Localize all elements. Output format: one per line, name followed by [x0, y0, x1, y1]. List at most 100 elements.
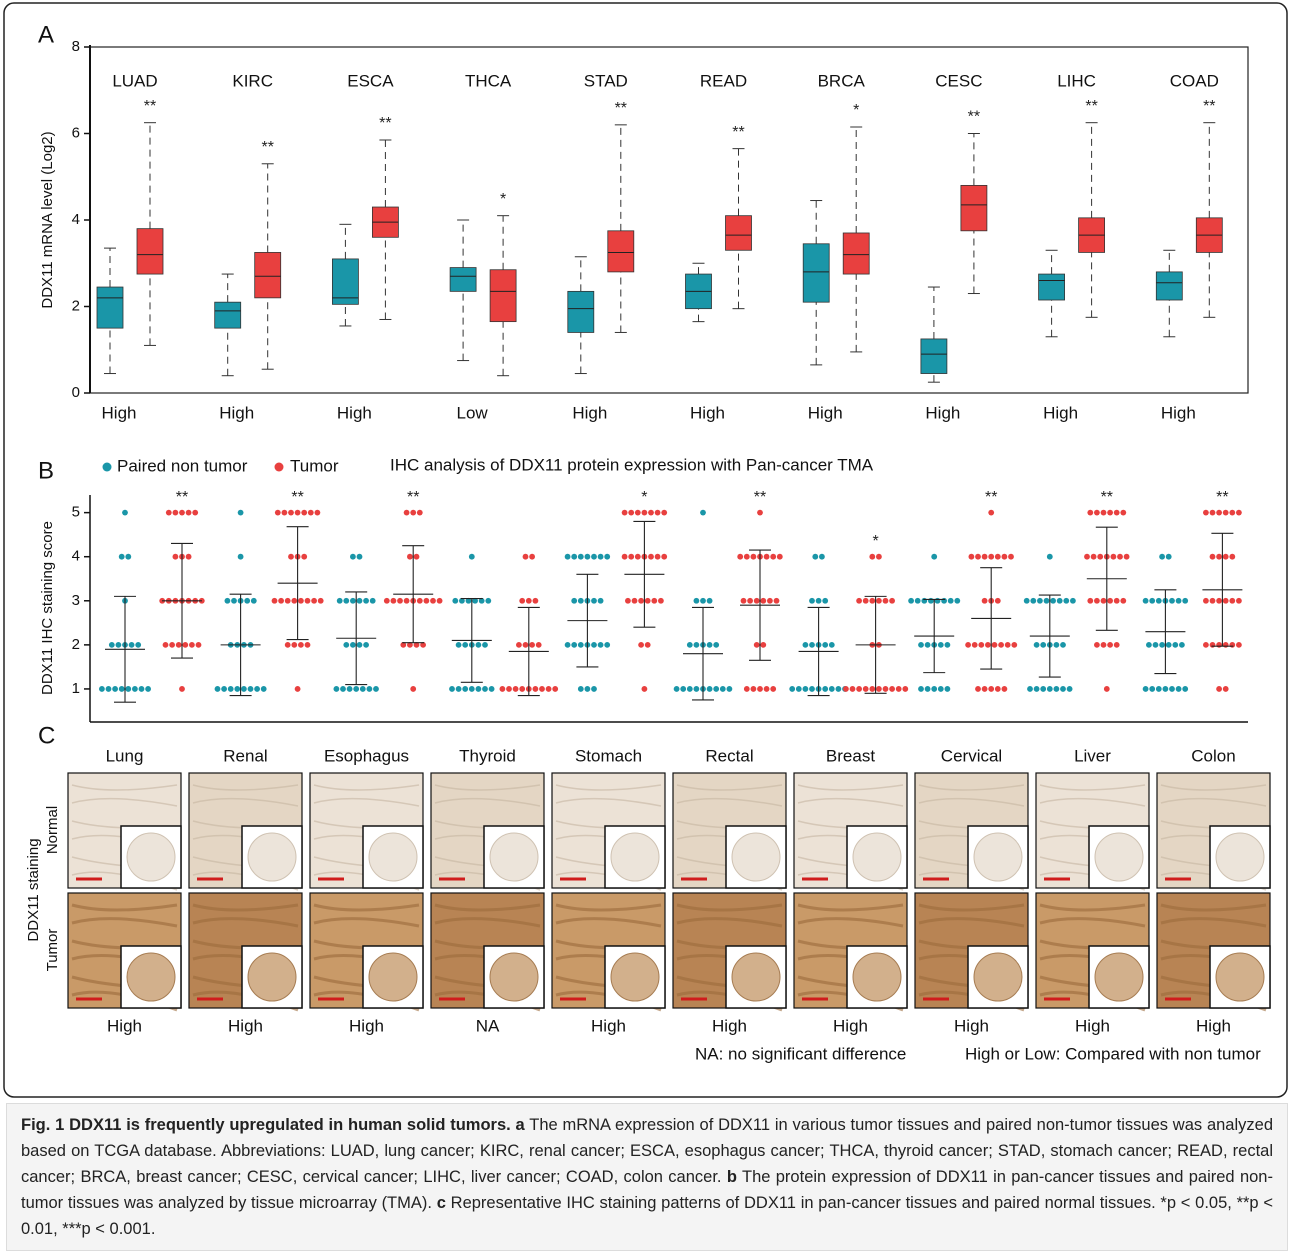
- dot: [754, 642, 760, 648]
- dot: [189, 642, 195, 648]
- dot: [318, 598, 324, 604]
- dot: [585, 554, 591, 560]
- dot: [622, 554, 628, 560]
- dot: [648, 554, 654, 560]
- dot: [770, 554, 776, 560]
- dot: [883, 686, 889, 692]
- dot: [604, 554, 610, 560]
- dot: [533, 598, 539, 604]
- dot: [112, 686, 118, 692]
- chart-title: IHC analysis of DDX11 protein expression…: [390, 455, 874, 474]
- box: [450, 268, 476, 292]
- dot: [651, 598, 657, 604]
- panel-letter: A: [38, 21, 54, 48]
- dot: [1166, 642, 1172, 648]
- dot: [1229, 554, 1235, 560]
- change-label: High: [572, 403, 607, 422]
- dot: [747, 598, 753, 604]
- dot: [1210, 598, 1216, 604]
- caption-title: Fig. 1 DDX11 is frequently upregulated i…: [21, 1116, 511, 1134]
- dot: [661, 510, 667, 516]
- dot: [642, 510, 648, 516]
- dot: [367, 686, 373, 692]
- dot: [337, 598, 343, 604]
- column-label: Renal: [223, 746, 267, 765]
- dot: [571, 642, 577, 648]
- significance: **: [732, 124, 744, 141]
- box: [803, 244, 829, 302]
- dot: [282, 510, 288, 516]
- dot: [1159, 642, 1165, 648]
- dot: [1203, 510, 1209, 516]
- dot: [469, 554, 475, 560]
- dot: [578, 686, 584, 692]
- dot: [803, 642, 809, 648]
- dot: [523, 642, 529, 648]
- dot: [1156, 686, 1162, 692]
- dot: [856, 598, 862, 604]
- dot: [410, 686, 416, 692]
- dot: [1210, 642, 1216, 648]
- dot: [350, 598, 356, 604]
- dot: [353, 686, 359, 692]
- box: [921, 339, 947, 374]
- dot: [456, 686, 462, 692]
- dot: [231, 598, 237, 604]
- figure: A B C DDX11 mRNA level (Log2) DDX11 IHC …: [0, 0, 1292, 1100]
- dot: [1210, 510, 1216, 516]
- tma-core: [248, 833, 296, 881]
- dot: [995, 598, 1001, 604]
- dot: [529, 642, 535, 648]
- dot: [254, 686, 260, 692]
- dot: [694, 686, 700, 692]
- dot: [135, 642, 141, 648]
- dot: [1169, 598, 1175, 604]
- change-label: High: [690, 403, 725, 422]
- tma-core: [127, 833, 175, 881]
- legend-marker: [103, 463, 112, 472]
- dot: [357, 554, 363, 560]
- page: {"chart_data": [ {"type": "box", "panel"…: [0, 0, 1292, 1223]
- tma-core: [853, 953, 901, 1001]
- dot: [476, 686, 482, 692]
- dot: [925, 686, 931, 692]
- dot: [876, 554, 882, 560]
- dot: [1120, 598, 1126, 604]
- dot: [655, 554, 661, 560]
- significance: **: [1101, 489, 1113, 506]
- dot: [757, 510, 763, 516]
- column-label: Lung: [106, 746, 144, 765]
- dot: [1011, 642, 1017, 648]
- dot: [918, 642, 924, 648]
- change-label: High: [712, 1016, 747, 1035]
- dot: [476, 642, 482, 648]
- dot: [822, 642, 828, 648]
- change-label: High: [349, 1016, 384, 1035]
- dot: [1172, 642, 1178, 648]
- dot: [931, 686, 937, 692]
- dot: [889, 686, 895, 692]
- dot: [295, 686, 301, 692]
- dot: [1024, 598, 1030, 604]
- column-label: Thyroid: [459, 746, 516, 765]
- dot: [192, 510, 198, 516]
- significance: **: [261, 139, 273, 156]
- dot: [1216, 510, 1222, 516]
- change-label: High: [833, 1016, 868, 1035]
- dot: [179, 686, 185, 692]
- dot: [992, 642, 998, 648]
- significance: **: [1203, 98, 1215, 115]
- tma-core: [127, 953, 175, 1001]
- dot: [238, 510, 244, 516]
- dot: [645, 642, 651, 648]
- dot: [812, 554, 818, 560]
- tma-core: [248, 953, 296, 1001]
- dot: [363, 642, 369, 648]
- dot: [1054, 686, 1060, 692]
- dot: [1067, 686, 1073, 692]
- dot: [513, 686, 519, 692]
- dot: [938, 686, 944, 692]
- column-label: Stomach: [575, 746, 642, 765]
- dot: [969, 554, 975, 560]
- change-label: High: [107, 1016, 142, 1035]
